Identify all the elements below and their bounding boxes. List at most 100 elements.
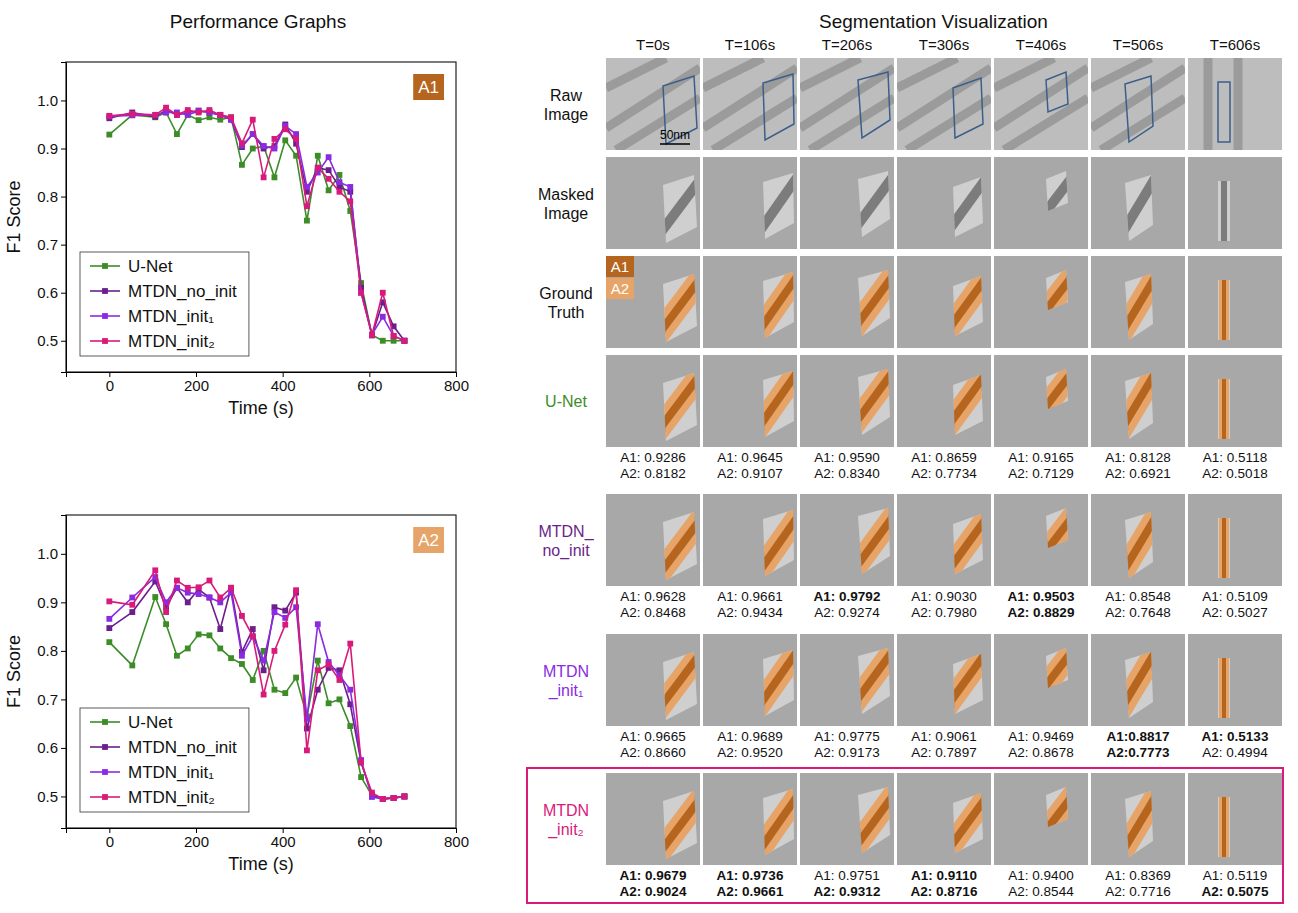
- region-texture: [1111, 165, 1163, 249]
- raw-texture: [994, 58, 1054, 88]
- region-texture: [935, 169, 991, 249]
- data-point: [315, 667, 321, 673]
- panel-badge: A2: [413, 527, 444, 553]
- series-line: [109, 581, 404, 798]
- mask-a2: [1219, 641, 1229, 726]
- tick-label: 0.8: [37, 188, 58, 205]
- data-point: [282, 622, 288, 628]
- y-axis-title: F1 Score: [4, 180, 24, 253]
- data-point: [106, 639, 112, 645]
- data-point: [358, 760, 364, 766]
- mask-a1: [1222, 641, 1226, 726]
- image-cell: [703, 355, 803, 450]
- mask-a2: [745, 268, 797, 348]
- tick: 200: [184, 828, 209, 850]
- tick: 600: [357, 828, 382, 850]
- row-label: U-Net: [545, 393, 587, 410]
- score-label: A2: 0.8716: [911, 884, 978, 899]
- mask-a1: [1034, 362, 1080, 422]
- region-texture: [745, 169, 797, 249]
- score-label: A2: 0.9434: [717, 605, 783, 620]
- column-header: T=206s: [822, 36, 872, 53]
- tick-label: 400: [271, 833, 296, 850]
- tick: 400: [271, 372, 296, 394]
- raw-texture: [897, 58, 957, 88]
- mask-a1: [1034, 266, 1080, 326]
- legend-marker: [102, 313, 108, 319]
- tick-label: 0.5: [37, 332, 58, 349]
- raw-image: [800, 58, 894, 150]
- data-point: [337, 677, 343, 683]
- row-label: Image: [544, 205, 589, 222]
- mask-a2: [840, 362, 894, 444]
- panel-title: Segmentation Visualization: [819, 11, 1048, 32]
- score-label: A1: 0.5119: [1203, 868, 1267, 883]
- score-label: A2: 0.8182: [620, 466, 685, 481]
- data-point: [196, 110, 202, 116]
- legend-label: U-Net: [128, 713, 173, 732]
- image-cell: [606, 773, 706, 871]
- figure: Performance Graphs02004006008000.50.60.7…: [0, 0, 1298, 913]
- image-cell: [897, 634, 993, 726]
- tick-label: 0.9: [37, 140, 58, 157]
- legend-marker: [102, 338, 108, 344]
- data-point: [239, 140, 245, 146]
- mask-a2: [840, 507, 894, 586]
- mask-a2: [745, 643, 797, 726]
- data-point: [369, 332, 375, 338]
- data-point: [402, 338, 408, 344]
- x-axis: 0200400600800: [67, 828, 470, 850]
- image-cell: [800, 494, 900, 589]
- tick-mark: [61, 341, 66, 342]
- image-cell: A1A2: [606, 256, 706, 351]
- masked-background: [1091, 634, 1185, 726]
- badge-box: [413, 527, 444, 553]
- x-axis: 0200400600800: [67, 372, 470, 394]
- region-texture: [646, 172, 700, 249]
- region-outline: [858, 72, 890, 138]
- image-cell: [800, 157, 900, 249]
- data-point: [163, 609, 169, 615]
- score-label: A2: 0.7648: [1105, 605, 1170, 620]
- image-cell: [994, 634, 1088, 726]
- badge-label: A1: [418, 78, 439, 97]
- legend-item: MTDN_init₁: [90, 763, 214, 782]
- mask-a1: [745, 509, 797, 586]
- tick-mark: [61, 554, 66, 555]
- data-point: [217, 626, 223, 632]
- data-point: [402, 338, 408, 344]
- raw-texture: [810, 98, 894, 150]
- mask-a2: [1111, 505, 1163, 586]
- mask-a2: [1111, 360, 1163, 447]
- raw-image: [703, 58, 797, 150]
- legend-marker: [102, 769, 108, 775]
- image-cell: [897, 58, 991, 150]
- score-label: A1: 0.9736: [717, 868, 784, 883]
- score-label: A2: 0.5027: [1202, 605, 1267, 620]
- tick: 0: [106, 828, 114, 850]
- data-point: [326, 700, 332, 706]
- masked-background: [1188, 634, 1282, 726]
- data-point: [391, 795, 397, 801]
- data-point: [326, 154, 332, 160]
- mask-a1: [840, 786, 894, 865]
- mask-legend-label: A1: [611, 258, 629, 275]
- score-label: A2: 0.5075: [1202, 884, 1269, 899]
- axis-line: [61, 63, 67, 373]
- image-cell: [1188, 256, 1282, 352]
- data-point: [402, 794, 408, 800]
- score-label: A2: 0.8340: [814, 466, 879, 481]
- legend-label: MTDN_init₁: [128, 307, 214, 326]
- masked-background: [1188, 355, 1282, 447]
- mask-legend-swatch: [606, 278, 634, 299]
- score-label: A2: 0.8678: [1008, 745, 1073, 760]
- raw-image: [897, 58, 991, 150]
- plot-frame: [66, 515, 456, 828]
- data-point: [391, 333, 397, 339]
- mask-a2: [1111, 639, 1163, 726]
- row-label: Raw: [550, 87, 582, 104]
- score-label: A1: 0.8369: [1105, 868, 1170, 883]
- image-cell: [703, 773, 803, 871]
- mask-a2: [935, 364, 991, 444]
- data-point: [185, 646, 191, 652]
